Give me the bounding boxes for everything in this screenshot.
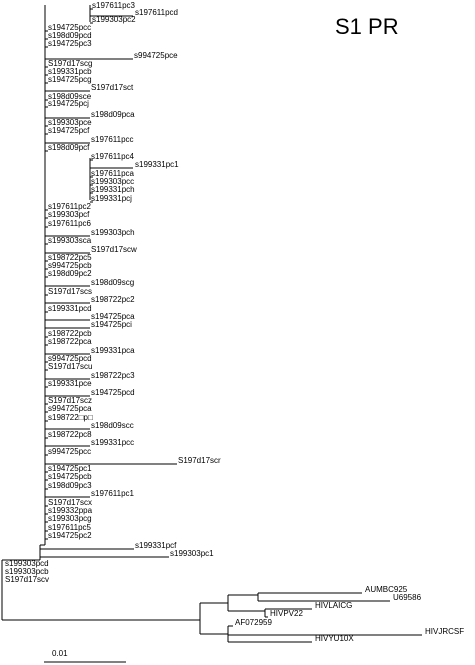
taxon-label: s197611pc2	[48, 202, 92, 211]
taxon-label: s194725pc3	[48, 39, 92, 48]
taxon-label: s199331pce	[48, 379, 92, 388]
taxon-label: s194725pcc	[48, 23, 91, 32]
taxon-label: S197d17scx	[48, 498, 92, 507]
taxon-label: AF072959	[235, 618, 272, 627]
taxon-label: s199303pc1	[170, 549, 214, 558]
taxon-label: s198722pc8	[48, 430, 92, 439]
taxon-label: s198d09pcd	[48, 31, 92, 40]
taxon-label: s199303pcg	[48, 514, 92, 523]
taxon-label: s194725pcj	[48, 99, 89, 108]
taxon-label: s199331pca	[91, 346, 135, 355]
taxon-label: s994725pce	[134, 51, 178, 60]
taxon-label: s199303pch	[91, 228, 135, 237]
taxon-label: s194725pcb	[48, 472, 92, 481]
taxon-label: s198722pcb	[48, 329, 92, 338]
taxon-label: s197611pc6	[48, 219, 92, 228]
taxon-label: s198d09scc	[91, 421, 134, 430]
taxon-label: S197d17scs	[48, 287, 92, 296]
taxon-label: AUMBC925	[365, 585, 408, 594]
taxon-label: s197611pca	[91, 169, 135, 178]
taxon-label: s199303sca	[48, 236, 92, 245]
taxon-label: HIVJRCSF	[425, 627, 464, 636]
taxon-label: s199331pcd	[48, 304, 92, 313]
taxon-label: U69586	[393, 593, 422, 602]
taxon-label: S197d17scw	[91, 245, 137, 254]
taxon-label: s199331pc1	[135, 160, 179, 169]
scale-label: 0.01	[52, 649, 68, 658]
taxon-label: s198722pc5	[48, 253, 92, 262]
taxon-label: s197611pcd	[135, 8, 178, 17]
taxon-label: s198d09pca	[91, 110, 135, 119]
taxon-label: s994725pcb	[48, 261, 92, 270]
taxon-label: s199331pcj	[91, 194, 132, 203]
taxon-label: s199331pcc	[91, 438, 134, 447]
taxon-label: s199303pcc	[91, 177, 134, 186]
taxon-label: s199331pcf	[135, 541, 177, 550]
taxon-label: s194725pc2	[48, 531, 92, 540]
taxon-label: s194725pca	[91, 312, 135, 321]
taxon-label: s194725pcf	[48, 126, 90, 135]
taxon-label: S197d17scu	[48, 362, 92, 371]
taxon-label: s198722pca	[48, 337, 92, 346]
taxon-label: S197d17scv	[5, 575, 49, 584]
taxon-label: S197d17sct	[91, 83, 134, 92]
taxon-label: s194725pcd	[91, 388, 135, 397]
taxon-label: s198722pc3	[91, 371, 135, 380]
taxon-label: s199332ppa	[48, 506, 93, 515]
taxon-label: S197d17scr	[178, 456, 221, 465]
taxon-label: s199331pch	[91, 185, 135, 194]
taxon-label: s198d09sce	[48, 92, 92, 101]
taxon-label: s199303pcd	[5, 559, 49, 568]
taxon-label: s197611pcc	[91, 135, 134, 144]
taxon-label: s194725pci	[91, 320, 132, 329]
taxon-label: HIVPV22	[270, 609, 303, 618]
taxon-label: s199303pce	[48, 118, 92, 127]
taxon-label: s994725pca	[48, 404, 92, 413]
taxon-label: s198722□p□	[48, 413, 93, 422]
taxon-label: s197611pc4	[91, 152, 135, 161]
taxon-label: s194725pc1	[48, 464, 92, 473]
taxon-label: s198d09scg	[91, 278, 134, 287]
taxon-label: s197611pc3	[92, 1, 136, 10]
taxon-label: s197611pc1	[91, 489, 135, 498]
taxon-label: s994725pcd	[48, 354, 92, 363]
taxon-label: s199331pcb	[48, 67, 92, 76]
taxon-label: HIVLAICG	[315, 601, 352, 610]
title: S1 PR	[335, 14, 399, 39]
taxon-label: s198d09pc2	[48, 269, 92, 278]
taxon-label: S197d17scz	[48, 396, 92, 405]
taxon-label: s199303pc2	[92, 15, 136, 24]
taxon-label: s198722pc2	[91, 295, 135, 304]
taxon-label: s198d09pcf	[48, 143, 90, 152]
taxon-label: s197611pc5	[48, 523, 92, 532]
taxon-label: s199303pcf	[48, 210, 90, 219]
taxon-label: s994725pcc	[48, 447, 91, 456]
taxon-label: s194725pcg	[48, 75, 92, 84]
taxon-label: s199303pcb	[5, 567, 49, 576]
taxon-label: HIVYU10X	[315, 634, 354, 643]
taxon-label: s198d09pc3	[48, 481, 92, 490]
taxon-label: S197d17scg	[48, 59, 92, 68]
